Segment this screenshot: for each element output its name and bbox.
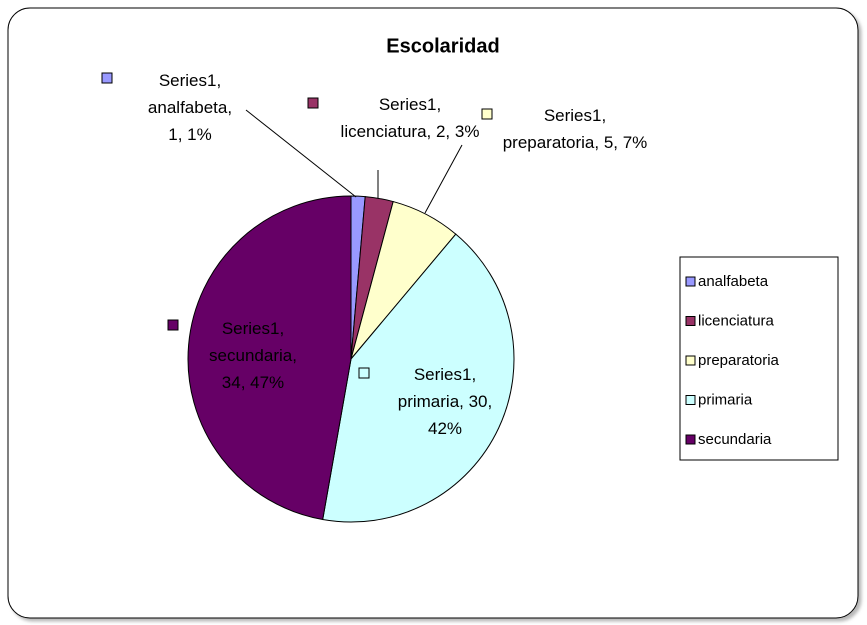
- label-key: [101, 72, 113, 84]
- data-label: Series1, preparatoria, 5, 7%: [502, 106, 648, 152]
- legend-key: [685, 316, 696, 326]
- legend-label: secundaria: [698, 431, 772, 448]
- data-label: Series1, secundaria, 34, 47%: [209, 319, 297, 392]
- data-label: Series1, primaria, 30, 42%: [397, 365, 493, 438]
- legend-label: licenciatura: [698, 312, 775, 329]
- legend-label: preparatoria: [698, 352, 780, 369]
- pie-slice: [322, 233, 515, 523]
- legend-key: [685, 434, 696, 445]
- label-key: [307, 97, 319, 109]
- label-key: [481, 108, 493, 120]
- leader-line: [245, 109, 357, 198]
- leader-line: [424, 144, 463, 214]
- legend-key: [685, 395, 696, 405]
- chart-title: Escolaridad: [386, 35, 499, 57]
- legend-key: [685, 276, 696, 287]
- legend-label: analfabeta: [698, 273, 769, 290]
- legend-box: [679, 256, 839, 461]
- legend-label: primaria: [698, 391, 753, 408]
- label-key: [167, 319, 179, 331]
- data-label: Series1, licenciatura, 2, 3%: [340, 95, 480, 141]
- label-key: [358, 367, 370, 379]
- pie-slice: [187, 195, 352, 521]
- legend-key: [685, 355, 696, 366]
- data-label: Series1, analfabeta, 1, 1%: [147, 71, 233, 144]
